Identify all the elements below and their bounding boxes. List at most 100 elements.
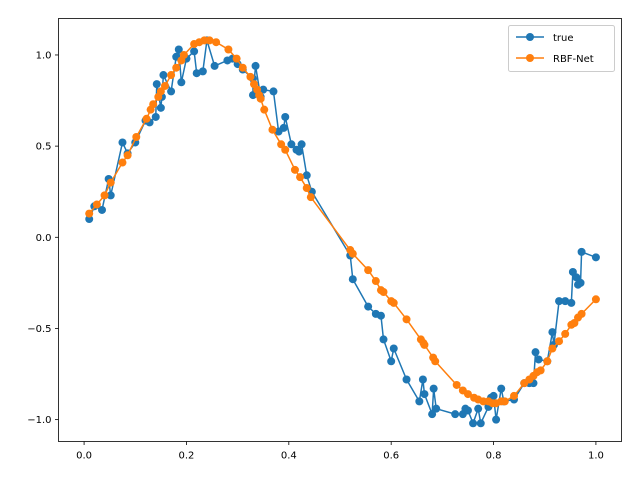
data-point-rbf-net-24 xyxy=(238,63,247,72)
data-point-rbf-net-11 xyxy=(156,87,165,96)
data-point-rbf-net-3 xyxy=(106,178,115,187)
x-tick-label: 0.4 xyxy=(281,451,297,462)
data-point-true-11 xyxy=(152,80,161,89)
data-point-true-33 xyxy=(259,85,268,94)
data-point-true-17 xyxy=(174,45,183,54)
data-point-rbf-net-43 xyxy=(379,287,388,296)
data-point-true-15 xyxy=(167,87,176,96)
data-point-true-59 xyxy=(451,410,460,419)
data-point-rbf-net-68 xyxy=(536,366,545,375)
data-point-rbf-net-35 xyxy=(296,173,305,182)
data-point-rbf-net-22 xyxy=(224,45,233,54)
data-point-true-63 xyxy=(469,419,478,428)
data-point-true-85 xyxy=(572,273,581,282)
data-point-true-53 xyxy=(415,397,424,406)
data-point-true-10 xyxy=(151,112,160,121)
data-point-true-2 xyxy=(98,205,106,214)
x-tick-label: 1.0 xyxy=(588,451,604,462)
data-point-true-24 xyxy=(210,61,219,70)
data-point-rbf-net-4 xyxy=(118,158,127,167)
data-point-rbf-net-0 xyxy=(85,209,94,218)
y-tick-label: 1.0 xyxy=(36,50,52,61)
data-point-true-55 xyxy=(420,390,429,399)
legend-marker-rbf-net xyxy=(526,54,534,62)
data-point-true-12 xyxy=(156,103,165,112)
data-point-true-40 xyxy=(295,147,304,156)
data-point-true-37 xyxy=(281,112,290,121)
data-point-true-42 xyxy=(302,171,311,180)
data-point-true-36 xyxy=(279,123,288,132)
data-point-true-48 xyxy=(376,311,385,320)
data-point-rbf-net-41 xyxy=(371,277,380,286)
data-point-true-64 xyxy=(474,404,483,413)
y-tick-label: −1.0 xyxy=(27,415,51,426)
data-point-rbf-net-9 xyxy=(149,100,158,109)
data-point-rbf-net-62 xyxy=(500,397,509,406)
data-point-true-5 xyxy=(118,138,127,147)
data-point-true-20 xyxy=(190,47,199,56)
data-point-rbf-net-52 xyxy=(452,380,461,389)
data-point-rbf-net-5 xyxy=(123,151,132,160)
data-point-rbf-net-77 xyxy=(591,295,600,304)
data-point-true-49 xyxy=(379,335,388,344)
data-point-true-65 xyxy=(476,419,485,428)
data-point-true-57 xyxy=(429,384,438,393)
data-point-rbf-net-25 xyxy=(246,72,255,81)
data-point-true-50 xyxy=(387,357,396,366)
data-point-true-89 xyxy=(591,253,600,262)
data-point-rbf-net-39 xyxy=(348,249,357,258)
y-axis: −1.0 −0.5 0.0 0.5 1.0 xyxy=(27,50,59,426)
data-point-true-58 xyxy=(432,404,441,413)
data-point-true-45 xyxy=(348,275,357,284)
data-point-true-68 xyxy=(489,391,498,400)
data-point-rbf-net-36 xyxy=(302,184,311,193)
data-point-true-69 xyxy=(492,415,501,424)
data-point-rbf-net-21 xyxy=(212,38,221,47)
data-point-rbf-net-49 xyxy=(420,340,429,349)
y-tick-label: 0.0 xyxy=(36,233,52,244)
data-point-true-70 xyxy=(497,384,506,393)
data-point-true-18 xyxy=(177,78,186,87)
data-point-true-22 xyxy=(198,67,207,76)
data-point-rbf-net-23 xyxy=(232,54,241,63)
data-point-true-21 xyxy=(192,69,201,78)
data-point-true-30 xyxy=(248,91,257,100)
data-point-rbf-net-2 xyxy=(100,191,109,200)
data-point-rbf-net-30 xyxy=(260,105,269,114)
data-point-rbf-net-16 xyxy=(179,50,188,59)
data-point-rbf-net-33 xyxy=(281,145,290,154)
x-tick-label: 0.0 xyxy=(76,451,92,462)
y-tick-label: −0.5 xyxy=(27,324,51,335)
series-layer xyxy=(85,36,600,428)
data-point-rbf-net-20 xyxy=(205,36,214,45)
legend-label-true: true xyxy=(553,33,574,44)
data-point-rbf-net-37 xyxy=(306,193,315,202)
x-tick-label: 0.8 xyxy=(486,451,502,462)
data-point-rbf-net-7 xyxy=(142,114,151,123)
data-point-true-51 xyxy=(389,344,398,353)
data-point-true-87 xyxy=(576,278,585,287)
x-tick-label: 0.2 xyxy=(179,451,195,462)
x-axis: 0.0 0.2 0.4 0.6 0.8 1.0 xyxy=(76,441,604,462)
data-point-true-76 xyxy=(531,348,540,357)
legend-marker-true xyxy=(526,33,534,41)
plot-frame xyxy=(58,18,622,442)
data-point-rbf-net-76 xyxy=(577,309,586,318)
data-point-true-82 xyxy=(561,297,570,306)
legend-label-rbf-net: RBF-Net xyxy=(553,54,594,65)
data-point-rbf-net-45 xyxy=(389,298,398,307)
data-point-true-0 xyxy=(85,215,94,224)
data-point-true-79 xyxy=(548,328,557,337)
data-point-rbf-net-46 xyxy=(402,315,411,324)
data-point-true-52 xyxy=(402,375,411,384)
data-point-rbf-net-54 xyxy=(463,390,472,399)
data-point-true-31 xyxy=(251,61,260,70)
legend: true RBF-Net xyxy=(508,25,615,72)
data-point-true-14 xyxy=(159,71,168,80)
series-rbf-net xyxy=(85,36,600,408)
data-point-rbf-net-40 xyxy=(364,266,373,275)
data-point-true-46 xyxy=(364,302,373,311)
data-point-true-54 xyxy=(418,375,427,384)
